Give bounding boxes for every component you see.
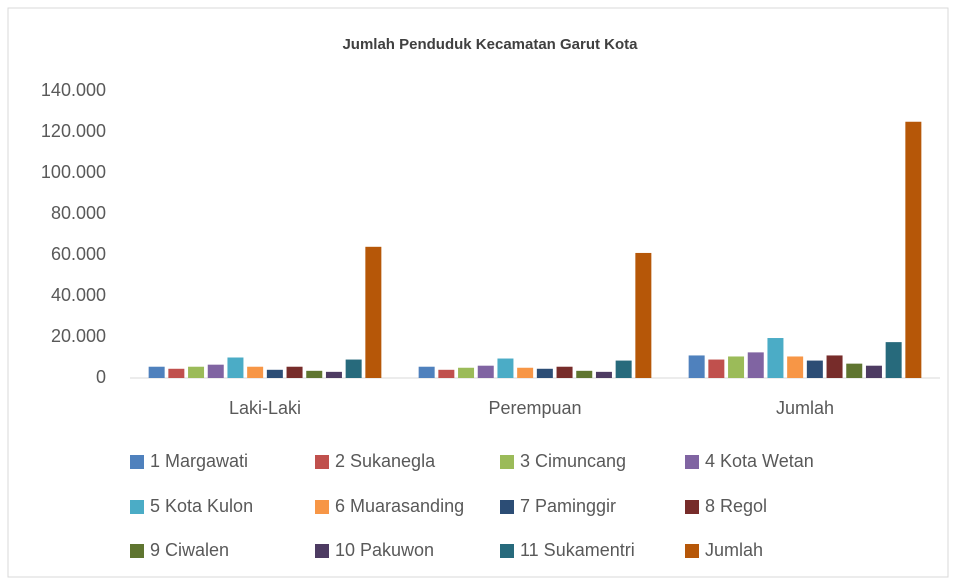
- bar: [635, 252, 652, 378]
- legend-label: 7 Paminggir: [520, 496, 616, 516]
- bar: [595, 371, 612, 378]
- y-tick-label: 0: [96, 367, 106, 387]
- y-tick-label: 140.000: [41, 80, 106, 100]
- legend-swatch: [500, 544, 514, 558]
- bar: [497, 358, 514, 378]
- legend-label: 11 Sukamentri: [520, 540, 635, 560]
- bar: [536, 368, 553, 378]
- y-tick-label: 120.000: [41, 121, 106, 141]
- bar: [365, 246, 382, 378]
- y-tick-label: 60.000: [51, 244, 106, 264]
- bar: [747, 352, 764, 378]
- y-tick-label: 100.000: [41, 162, 106, 182]
- bar: [306, 370, 323, 378]
- bar: [767, 338, 784, 378]
- x-tick-label: Perempuan: [488, 398, 581, 418]
- bar: [458, 367, 475, 378]
- bar: [227, 357, 244, 378]
- bar: [207, 364, 224, 378]
- bar: [885, 342, 902, 378]
- bar: [148, 366, 165, 378]
- legend-swatch: [315, 500, 329, 514]
- x-tick-label: Laki-Laki: [229, 398, 301, 418]
- y-tick-label: 80.000: [51, 203, 106, 223]
- chart-title: Jumlah Penduduk Kecamatan Garut Kota: [342, 36, 638, 53]
- bar: [728, 356, 745, 378]
- bar: [826, 355, 843, 378]
- bar: [188, 366, 205, 378]
- legend-label: 4 Kota Wetan: [705, 451, 814, 471]
- bar: [846, 363, 863, 378]
- bar: [708, 359, 725, 378]
- bar: [787, 356, 804, 378]
- legend-swatch: [685, 544, 699, 558]
- legend-label: 3 Cimuncang: [520, 451, 626, 471]
- bar: [905, 121, 922, 378]
- bar: [576, 370, 593, 378]
- legend-label: 5 Kota Kulon: [150, 496, 253, 516]
- legend-swatch: [130, 544, 144, 558]
- bar: [688, 355, 705, 378]
- legend-swatch: [130, 455, 144, 469]
- legend-swatch: [500, 455, 514, 469]
- bar: [806, 360, 823, 378]
- bar: [418, 366, 435, 378]
- bar: [247, 366, 264, 378]
- legend-swatch: [500, 500, 514, 514]
- bar: [345, 359, 362, 378]
- legend-label: 1 Margawati: [150, 451, 248, 471]
- bar: [325, 371, 342, 378]
- legend-swatch: [315, 544, 329, 558]
- legend-label: 6 Muarasanding: [335, 496, 464, 516]
- bar: [286, 366, 303, 378]
- bar: [615, 360, 632, 378]
- legend-swatch: [130, 500, 144, 514]
- legend-label: 2 Sukanegla: [335, 451, 436, 471]
- legend-label: 9 Ciwalen: [150, 540, 229, 560]
- legend-swatch: [685, 500, 699, 514]
- bar: [556, 366, 573, 378]
- bar: [168, 368, 185, 378]
- chart-border: [7, 7, 949, 578]
- bar: [266, 369, 283, 378]
- x-tick-label: Jumlah: [776, 398, 834, 418]
- legend-label: 10 Pakuwon: [335, 540, 434, 560]
- bar: [477, 365, 494, 378]
- bar: [865, 365, 882, 378]
- y-tick-label: 20.000: [51, 326, 106, 346]
- legend-swatch: [685, 455, 699, 469]
- bar: [438, 369, 455, 378]
- legend-label: 8 Regol: [705, 496, 767, 516]
- legend-label: Jumlah: [705, 540, 763, 560]
- legend-swatch: [315, 455, 329, 469]
- y-tick-label: 40.000: [51, 285, 106, 305]
- bar: [517, 367, 534, 378]
